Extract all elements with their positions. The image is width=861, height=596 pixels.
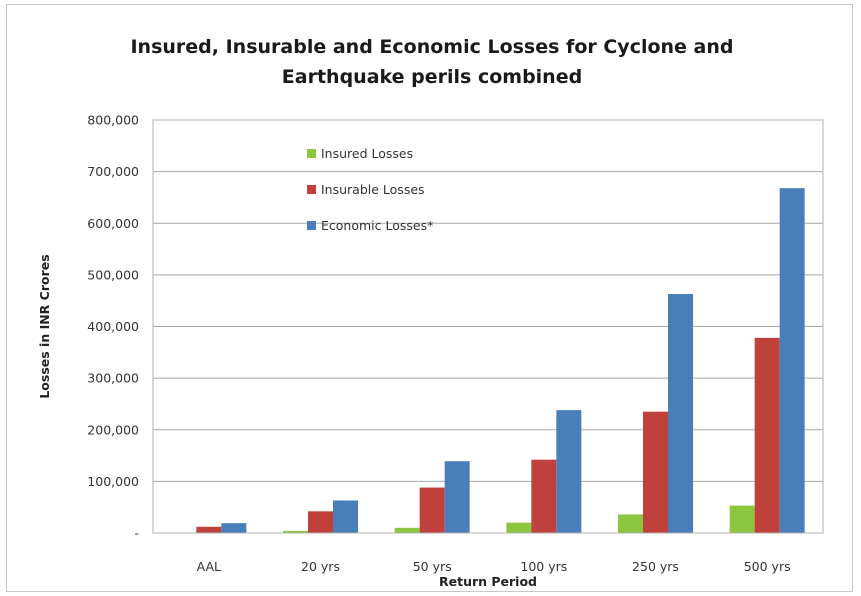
x-tick-label: 20 yrs <box>301 559 340 574</box>
bar <box>531 459 557 533</box>
bar <box>394 527 420 533</box>
x-axis-title: Return Period <box>439 574 537 589</box>
plot-area-border <box>152 119 824 534</box>
y-tick-label: 200,000 <box>87 422 139 437</box>
y-tick-label: 800,000 <box>87 113 139 128</box>
bar <box>729 505 755 533</box>
legend-swatch <box>307 149 316 158</box>
bar <box>643 411 668 533</box>
chart-title-line-2: Earthquake perils combined <box>282 66 582 88</box>
chart: Insured, Insurable and Economic Losses f… <box>37 36 824 589</box>
x-tick-label: 250 yrs <box>632 559 679 574</box>
bar <box>779 188 805 533</box>
y-tick-label: 400,000 <box>87 319 139 334</box>
y-tick-label: 100,000 <box>87 474 139 489</box>
chart-frame: Insured, Insurable and Economic Losses f… <box>6 4 853 592</box>
x-tick-label: AAL <box>197 559 221 574</box>
bar <box>668 293 693 533</box>
legend-label: Insured Losses <box>321 146 413 161</box>
legend: Insured Losses Insurable Losses Economic L… <box>307 146 433 233</box>
bar <box>444 461 470 533</box>
x-tick-label: 50 yrs <box>413 559 452 574</box>
bar <box>506 522 532 533</box>
legend-label: Insurable Losses <box>321 182 425 197</box>
y-axis-ticks: - 100,000 200,000 300,000 400,000 500,000 600,… <box>87 113 139 541</box>
y-tick-label: 300,000 <box>87 371 139 386</box>
y-tick-label: 700,000 <box>87 164 139 179</box>
bar <box>419 487 445 533</box>
y-tick-label: 600,000 <box>87 216 139 231</box>
bar <box>754 337 780 533</box>
legend-swatch <box>307 221 316 230</box>
chart-title-line-1: Insured, Insurable and Economic Losses f… <box>130 36 733 58</box>
bar <box>283 530 308 533</box>
x-tick-label: 100 yrs <box>520 559 567 574</box>
bars <box>171 188 805 533</box>
y-tick-label: 500,000 <box>87 267 139 282</box>
bar <box>556 410 582 533</box>
y-axis-title: Losses in INR Crores <box>37 254 52 398</box>
legend-label: Economic Losses* <box>321 218 433 233</box>
bar <box>221 523 247 533</box>
bar <box>308 511 333 533</box>
gridlines <box>153 119 823 482</box>
x-axis-ticks: AAL 20 yrs 50 yrs 100 yrs 250 yrs 500 yrs <box>197 559 791 574</box>
bar <box>618 514 643 533</box>
bar <box>333 500 358 533</box>
x-tick-label: 500 yrs <box>744 559 791 574</box>
legend-swatch <box>307 185 316 194</box>
chart-title: Insured, Insurable and Economic Losses f… <box>130 36 733 88</box>
bar <box>196 526 222 533</box>
y-tick-label: - <box>134 526 139 541</box>
